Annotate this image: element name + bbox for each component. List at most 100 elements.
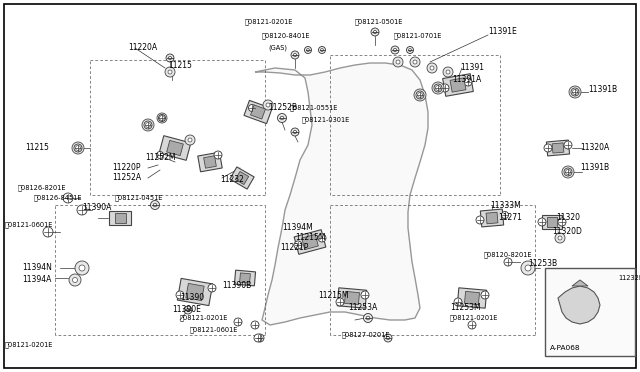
Text: 11394N: 11394N <box>22 263 52 273</box>
Text: 11253A: 11253A <box>348 304 377 312</box>
Circle shape <box>321 49 323 51</box>
Text: Ⓑ08121-0601E: Ⓑ08121-0601E <box>5 222 53 228</box>
Circle shape <box>410 57 420 67</box>
Polygon shape <box>115 213 125 223</box>
Text: 11252A: 11252A <box>112 173 141 183</box>
Circle shape <box>396 60 400 64</box>
Polygon shape <box>234 270 255 286</box>
Circle shape <box>361 291 369 299</box>
Circle shape <box>417 93 422 97</box>
Circle shape <box>74 144 82 152</box>
Text: 11394A: 11394A <box>22 276 51 285</box>
Circle shape <box>573 90 577 94</box>
Text: Ⓑ08121-0601E: Ⓑ08121-0601E <box>190 327 238 333</box>
Text: Ⓑ08127-0201E: Ⓑ08127-0201E <box>342 332 390 338</box>
Text: 11390A: 11390A <box>82 203 111 212</box>
Circle shape <box>384 334 392 342</box>
Circle shape <box>77 205 87 215</box>
Text: Ⓑ08121-0501E: Ⓑ08121-0501E <box>355 19 403 25</box>
Text: Ⓑ08121-0701E: Ⓑ08121-0701E <box>394 33 442 39</box>
Circle shape <box>393 57 403 67</box>
Text: A-PA068: A-PA068 <box>550 345 580 351</box>
Polygon shape <box>572 280 588 286</box>
Text: 11252B: 11252B <box>268 103 297 112</box>
Text: 11271: 11271 <box>498 214 522 222</box>
Circle shape <box>435 86 440 90</box>
Circle shape <box>364 314 372 323</box>
Circle shape <box>278 113 287 122</box>
Circle shape <box>336 298 344 306</box>
Circle shape <box>571 88 579 96</box>
Circle shape <box>408 49 412 51</box>
Text: 11320: 11320 <box>556 214 580 222</box>
Polygon shape <box>344 291 360 305</box>
Bar <box>545 268 635 356</box>
Polygon shape <box>486 212 498 224</box>
Circle shape <box>79 265 85 271</box>
PathPatch shape <box>255 63 428 325</box>
Circle shape <box>566 170 570 174</box>
Polygon shape <box>443 74 474 96</box>
Circle shape <box>248 105 255 112</box>
Circle shape <box>468 321 476 329</box>
Circle shape <box>391 46 399 54</box>
Circle shape <box>185 135 195 145</box>
Polygon shape <box>198 152 222 172</box>
Circle shape <box>291 51 299 59</box>
Circle shape <box>184 306 192 314</box>
Text: 11232E: 11232E <box>618 275 640 281</box>
Polygon shape <box>558 286 600 324</box>
Circle shape <box>476 216 484 224</box>
Circle shape <box>208 284 216 292</box>
Text: 11220A: 11220A <box>128 44 157 52</box>
Circle shape <box>186 308 189 312</box>
Circle shape <box>544 144 552 152</box>
Text: 11252M: 11252M <box>145 154 175 163</box>
Polygon shape <box>186 283 204 301</box>
Text: 11390B: 11390B <box>222 280 252 289</box>
Circle shape <box>254 334 262 342</box>
Polygon shape <box>450 78 466 92</box>
Text: Ⓑ08121-0201E: Ⓑ08121-0201E <box>5 342 53 348</box>
Circle shape <box>165 67 175 77</box>
Polygon shape <box>244 100 272 124</box>
Circle shape <box>434 84 442 92</box>
Circle shape <box>406 46 413 54</box>
Text: 11253M: 11253M <box>450 304 481 312</box>
Circle shape <box>144 121 152 129</box>
Polygon shape <box>457 288 487 308</box>
Text: 11391: 11391 <box>460 64 484 73</box>
Circle shape <box>416 91 424 99</box>
Polygon shape <box>294 230 326 254</box>
Polygon shape <box>204 156 216 168</box>
Circle shape <box>266 103 270 107</box>
Polygon shape <box>337 288 367 308</box>
Circle shape <box>371 28 379 36</box>
Circle shape <box>168 57 172 60</box>
Text: Ⓑ08121-0201E: Ⓑ08121-0201E <box>450 315 499 321</box>
Polygon shape <box>230 167 254 189</box>
Text: Ⓑ08120-8401E: Ⓑ08120-8401E <box>262 33 310 39</box>
Circle shape <box>366 316 370 320</box>
Circle shape <box>76 145 81 151</box>
Circle shape <box>558 236 562 240</box>
Circle shape <box>293 131 296 134</box>
Polygon shape <box>481 209 504 227</box>
Text: (GAS): (GAS) <box>268 45 287 51</box>
Circle shape <box>413 60 417 64</box>
Circle shape <box>427 63 437 73</box>
Polygon shape <box>109 211 131 225</box>
Circle shape <box>63 193 73 203</box>
Circle shape <box>525 265 531 271</box>
Polygon shape <box>547 217 557 227</box>
Circle shape <box>430 66 434 70</box>
Polygon shape <box>177 278 212 306</box>
Circle shape <box>256 334 264 342</box>
Polygon shape <box>301 234 318 250</box>
Text: 11232: 11232 <box>220 176 244 185</box>
Circle shape <box>441 84 449 92</box>
Circle shape <box>176 291 184 299</box>
Circle shape <box>214 151 222 159</box>
Circle shape <box>454 298 462 306</box>
Circle shape <box>569 86 581 98</box>
